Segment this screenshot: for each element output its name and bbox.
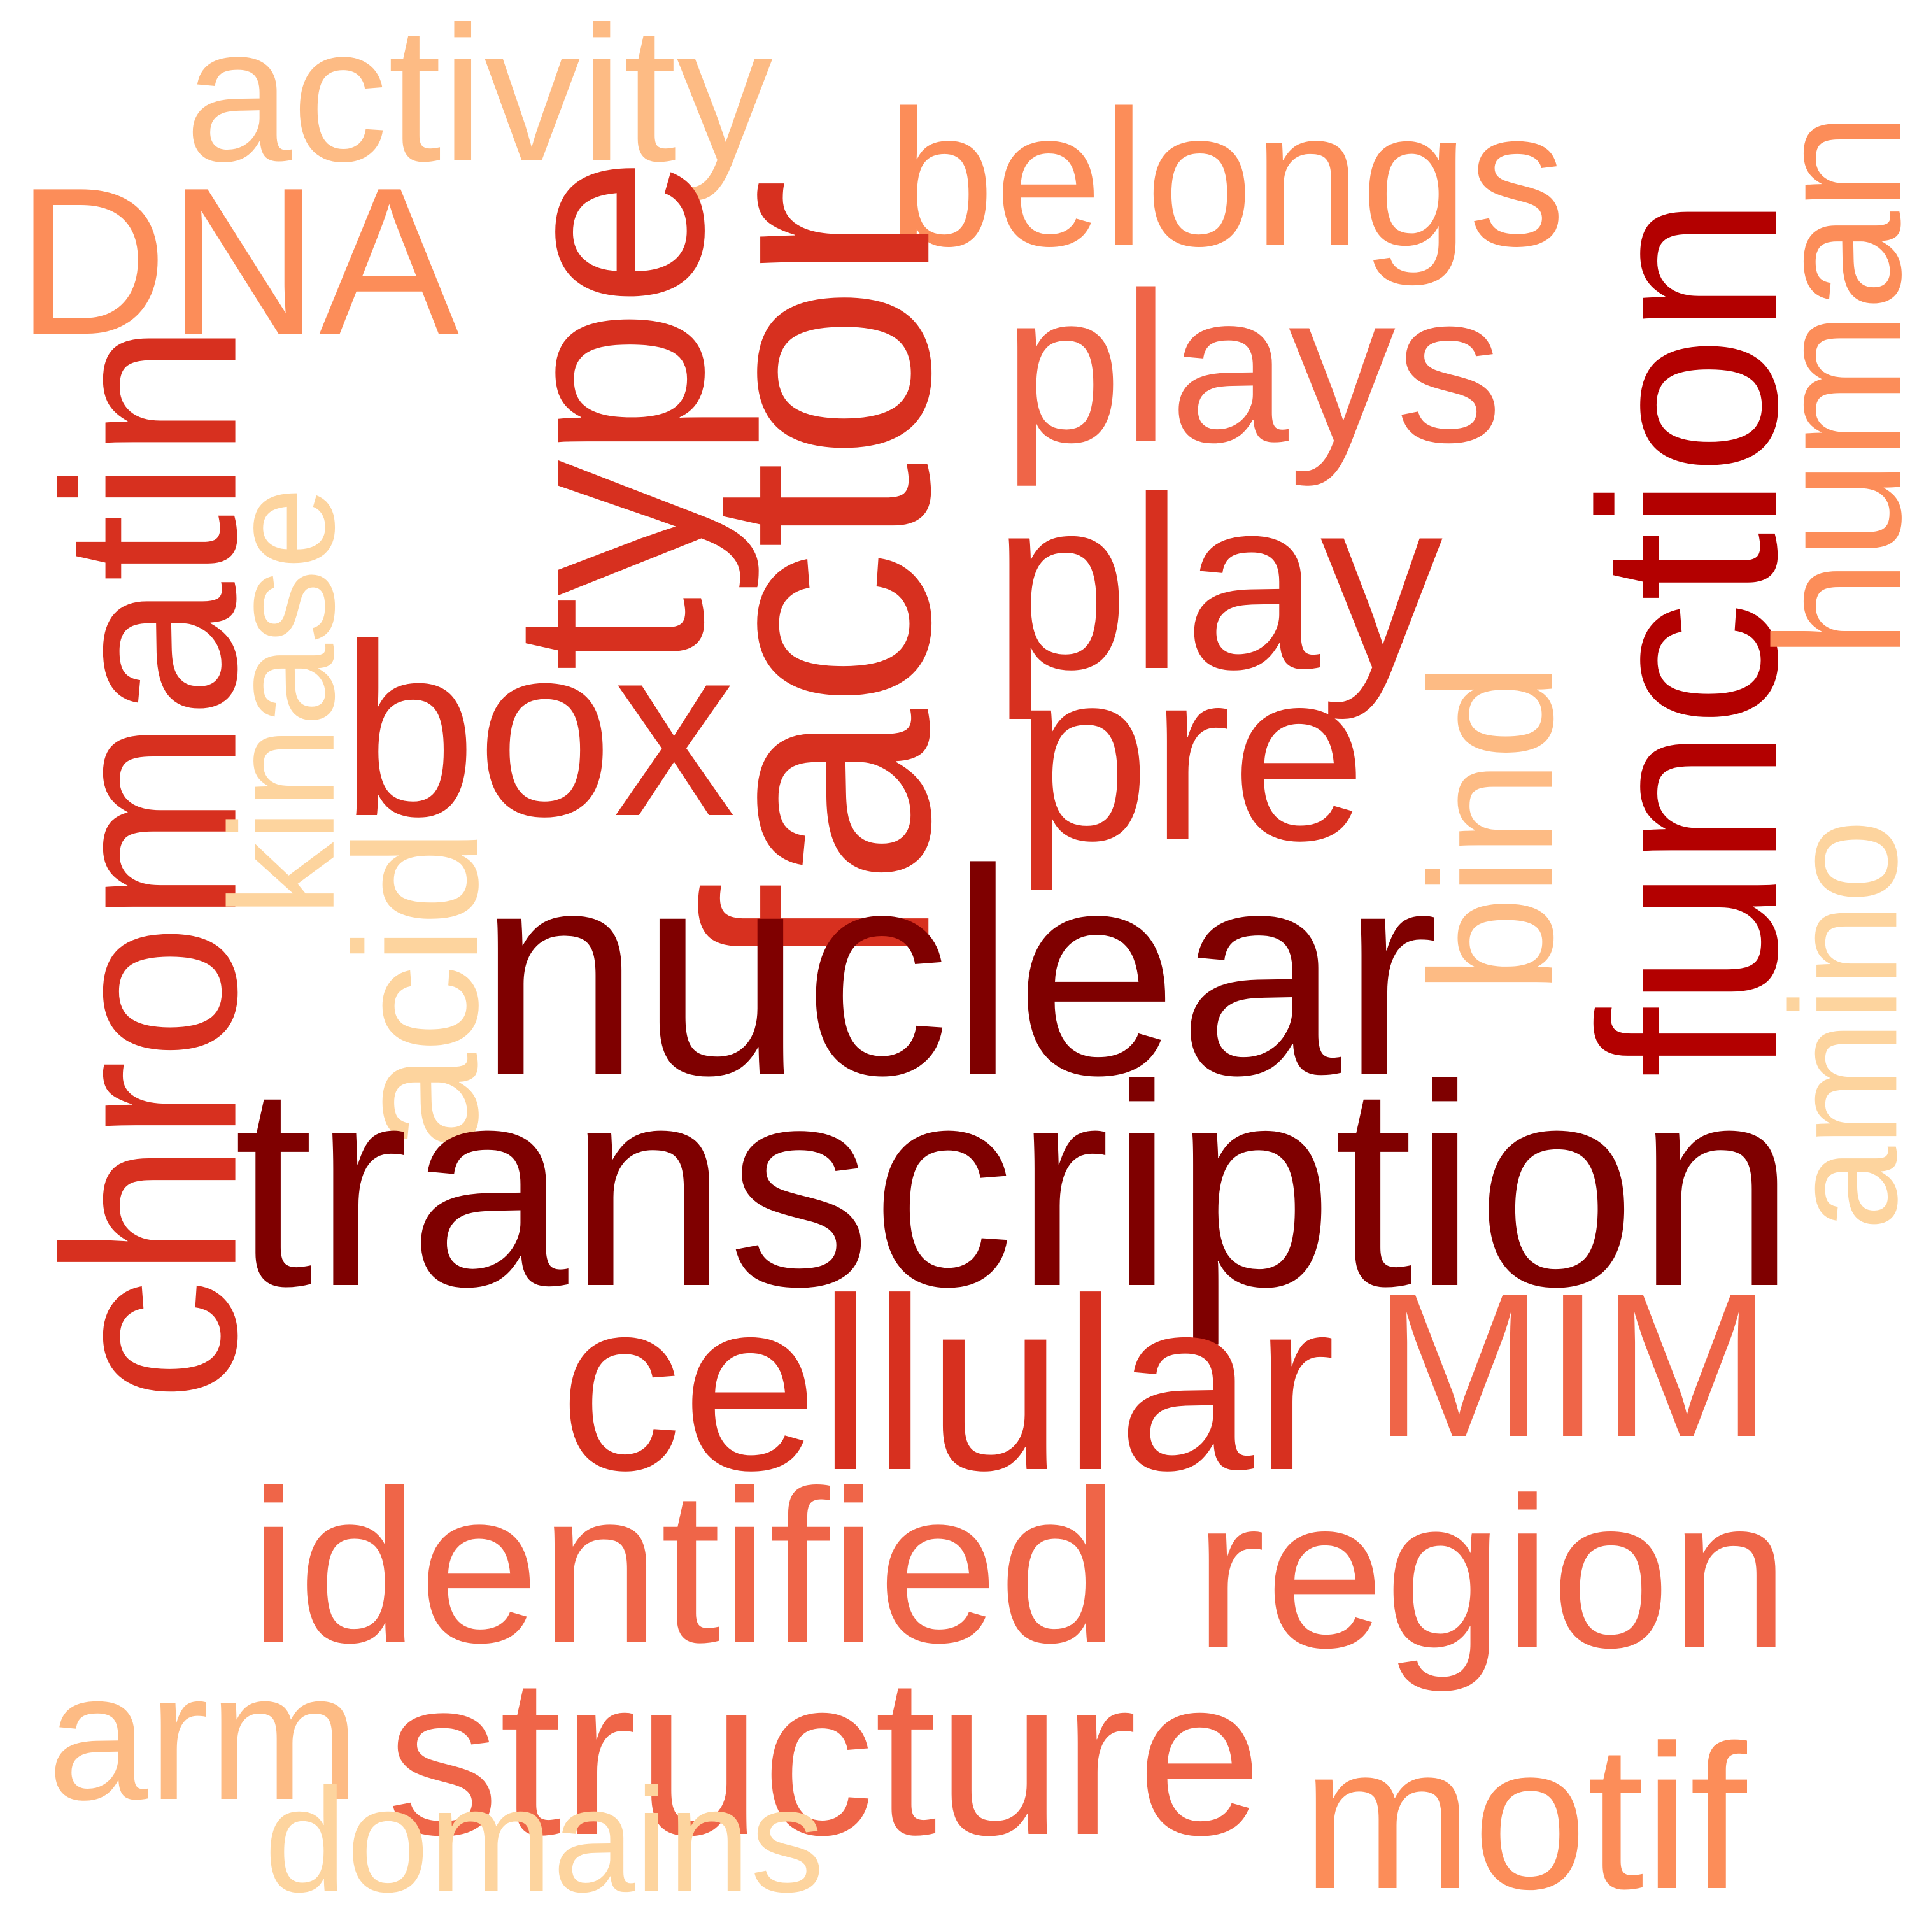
word-nuclear: nuclear xyxy=(478,808,1439,1136)
word-dna: DNA xyxy=(16,143,459,378)
word-transcription: transcription xyxy=(234,1026,1796,1346)
word-play: play xyxy=(993,445,1443,720)
word-region: region xyxy=(1194,1454,1790,1693)
word-arm: arm xyxy=(47,1635,360,1838)
word-plays: plays xyxy=(1003,248,1503,487)
word-box: box xyxy=(340,592,736,867)
word-mim: MIM xyxy=(1373,1251,1772,1480)
word-motif: motif xyxy=(1301,1702,1747,1932)
word-identified: identified xyxy=(250,1445,1119,1688)
word-cellular: cellular xyxy=(559,1247,1336,1521)
word-activity: activity xyxy=(185,0,773,202)
word-pre: pre xyxy=(1014,619,1367,891)
word-human: human xyxy=(1737,111,1910,659)
word-structure: structure xyxy=(386,1630,1263,1882)
word-domains: domains xyxy=(264,1757,824,1923)
word-belongs: belongs xyxy=(887,71,1566,287)
